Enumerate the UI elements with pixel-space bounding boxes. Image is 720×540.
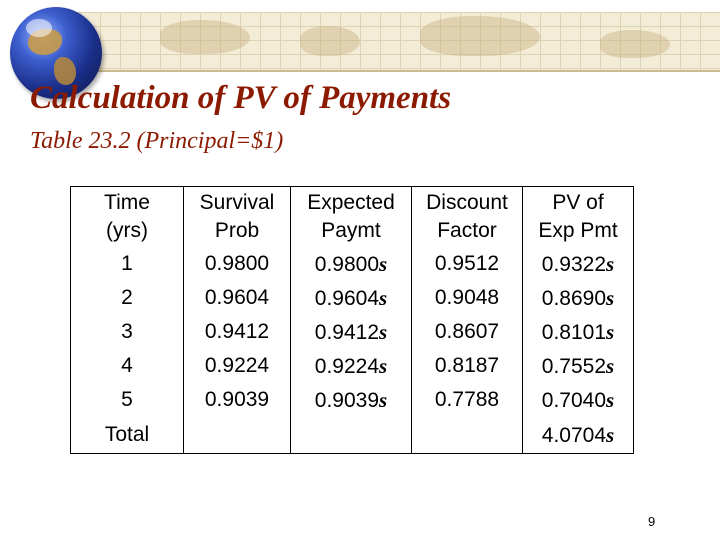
cell-survival: 0.9604 [183, 281, 291, 315]
table-row: 1 0.9800 0.9800s 0.9512 0.9322s [71, 247, 634, 281]
cell-time: 5 [121, 388, 133, 411]
cell-expected: 0.9412s [290, 315, 412, 349]
map-land-shape [160, 20, 250, 54]
map-land-shape [300, 26, 360, 56]
table-header-row: Time (yrs) Survival Prob Expected Paymt Dis… [71, 186, 634, 247]
cell-expected: 0.9224s [290, 349, 412, 383]
cell-time: 1 [121, 252, 133, 275]
cell-discount: 0.7788 [411, 383, 523, 417]
table-row: 2 0.9604 0.9604s 0.9048 0.8690s [71, 281, 634, 315]
table-row: 3 0.9412 0.9412s 0.8607 0.8101s [71, 315, 634, 349]
page-number: 9 [648, 514, 656, 529]
header-expected: Expected Paymt [290, 186, 412, 247]
cell-pv: 0.9322s [522, 247, 634, 281]
cell-pv: 0.8101s [522, 315, 634, 349]
cell-time: 2 [121, 286, 133, 309]
cell-time: 3 [121, 320, 133, 343]
table-row: 5 0.9039 0.9039s 0.7788 0.7040s [71, 383, 634, 417]
cell-pv: 0.7040s [522, 383, 634, 417]
cell-survival: 0.9224 [183, 349, 291, 383]
header-pv: PV of Exp Pmt [522, 186, 634, 247]
cell-survival: 0.9412 [183, 315, 291, 349]
map-land-shape [600, 30, 670, 58]
cell-discount: 0.8607 [411, 315, 523, 349]
cell-discount: 0.9048 [411, 281, 523, 315]
header-map-band [40, 12, 720, 72]
cell-discount: 0.8187 [411, 349, 523, 383]
cell-survival: 0.9039 [183, 383, 291, 417]
globe-icon [10, 7, 102, 99]
cell-expected: 0.9800s [290, 247, 412, 281]
map-land-shape [420, 16, 540, 56]
cell-total-pv: 4.0704s [522, 417, 634, 454]
cell-expected: 0.9039s [290, 383, 412, 417]
table-row: 4 0.9224 0.9224s 0.8187 0.7552s [71, 349, 634, 383]
cell-empty [411, 417, 523, 454]
cell-pv: 0.8690s [522, 281, 634, 315]
slide-title: Calculation of PV of Payments [30, 80, 452, 116]
table-total-row: Total 4.0704s [71, 417, 634, 454]
cell-empty [290, 417, 412, 454]
slide-subtitle: Table 23.2 (Principal=$1) [30, 128, 284, 154]
header-time: Time (yrs) [104, 191, 150, 242]
header-survival: Survival Prob [183, 186, 291, 247]
cell-total-label: Total [104, 423, 150, 446]
header-discount: Discount Factor [411, 186, 523, 247]
pv-payments-table: Time (yrs) Survival Prob Expected Paymt Dis… [70, 186, 634, 454]
cell-empty [183, 417, 291, 454]
cell-expected: 0.9604s [290, 281, 412, 315]
cell-survival: 0.9800 [183, 247, 291, 281]
cell-time: 4 [121, 354, 133, 377]
cell-pv: 0.7552s [522, 349, 634, 383]
cell-discount: 0.9512 [411, 247, 523, 281]
